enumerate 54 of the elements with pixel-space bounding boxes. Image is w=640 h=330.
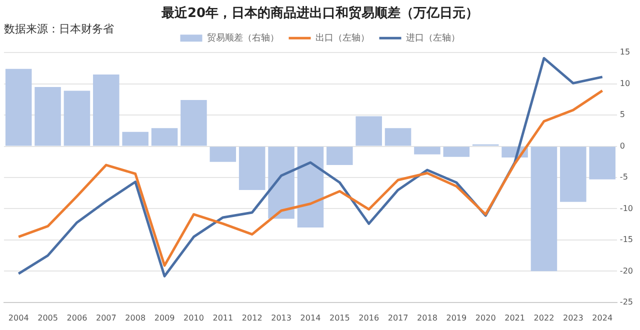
x-tick-label: 2020 bbox=[475, 313, 496, 322]
bar bbox=[356, 116, 382, 146]
bar bbox=[64, 90, 90, 146]
bar bbox=[268, 146, 294, 219]
x-tick-label: 2008 bbox=[125, 313, 146, 322]
bar bbox=[5, 68, 32, 146]
x-tick-label: 2005 bbox=[38, 313, 58, 322]
x-tick-label: 2024 bbox=[592, 313, 613, 322]
y-tick-label: -20 bbox=[620, 266, 634, 276]
x-tick-label: 2004 bbox=[8, 313, 29, 322]
x-tick-label: 2021 bbox=[504, 313, 525, 322]
bar bbox=[443, 146, 470, 157]
x-tick-label: 2018 bbox=[417, 313, 438, 322]
x-tick-label: 2016 bbox=[358, 313, 380, 322]
x-tick-label: 2019 bbox=[446, 313, 467, 322]
bar bbox=[151, 128, 178, 146]
y-tick-label: -10 bbox=[620, 204, 634, 213]
y-tick-label: 10 bbox=[620, 78, 630, 88]
y-tick-label: 5 bbox=[620, 110, 626, 120]
y-tick-label: 15 bbox=[620, 48, 630, 57]
legend-label: 出口（左轴） bbox=[315, 32, 370, 44]
source-note: 数据来源：日本财务省 bbox=[4, 22, 114, 36]
bar bbox=[180, 100, 207, 146]
x-tick-label: 2006 bbox=[66, 313, 88, 322]
chart-title: 最近20年，日本的商品进出口和贸易顺差（万亿日元） bbox=[160, 5, 479, 22]
y-tick-label: -25 bbox=[620, 297, 634, 306]
x-tick-label: 2014 bbox=[300, 313, 321, 322]
bar bbox=[384, 128, 412, 146]
y-tick-label: 0 bbox=[620, 141, 626, 150]
x-tick-label: 2010 bbox=[184, 313, 204, 322]
bar bbox=[210, 146, 236, 162]
x-tick-label: 2012 bbox=[242, 313, 262, 322]
bar bbox=[560, 146, 586, 202]
x-tick-label: 2009 bbox=[154, 313, 175, 322]
legend-label: 进口（左轴） bbox=[406, 32, 460, 44]
bar bbox=[530, 146, 558, 272]
bar bbox=[297, 146, 324, 228]
x-tick-label: 2017 bbox=[388, 313, 408, 322]
x-tick-label: 2015 bbox=[329, 313, 350, 322]
x-tick-label: 2011 bbox=[212, 313, 234, 322]
bar bbox=[122, 132, 148, 146]
legend-label: 贸易顺差（右轴） bbox=[206, 32, 279, 44]
bar bbox=[589, 146, 616, 180]
x-tick-label: 2007 bbox=[96, 313, 116, 322]
bar bbox=[93, 74, 120, 146]
bar bbox=[414, 146, 440, 154]
x-tick-label: 2022 bbox=[534, 313, 554, 322]
bar bbox=[238, 146, 266, 190]
bar bbox=[326, 146, 353, 166]
x-tick-label: 2013 bbox=[271, 313, 292, 322]
y-tick-label: -5 bbox=[620, 172, 628, 182]
bar bbox=[34, 86, 61, 146]
y-tick-label: -15 bbox=[620, 235, 634, 244]
x-tick-label: 2023 bbox=[562, 313, 584, 322]
